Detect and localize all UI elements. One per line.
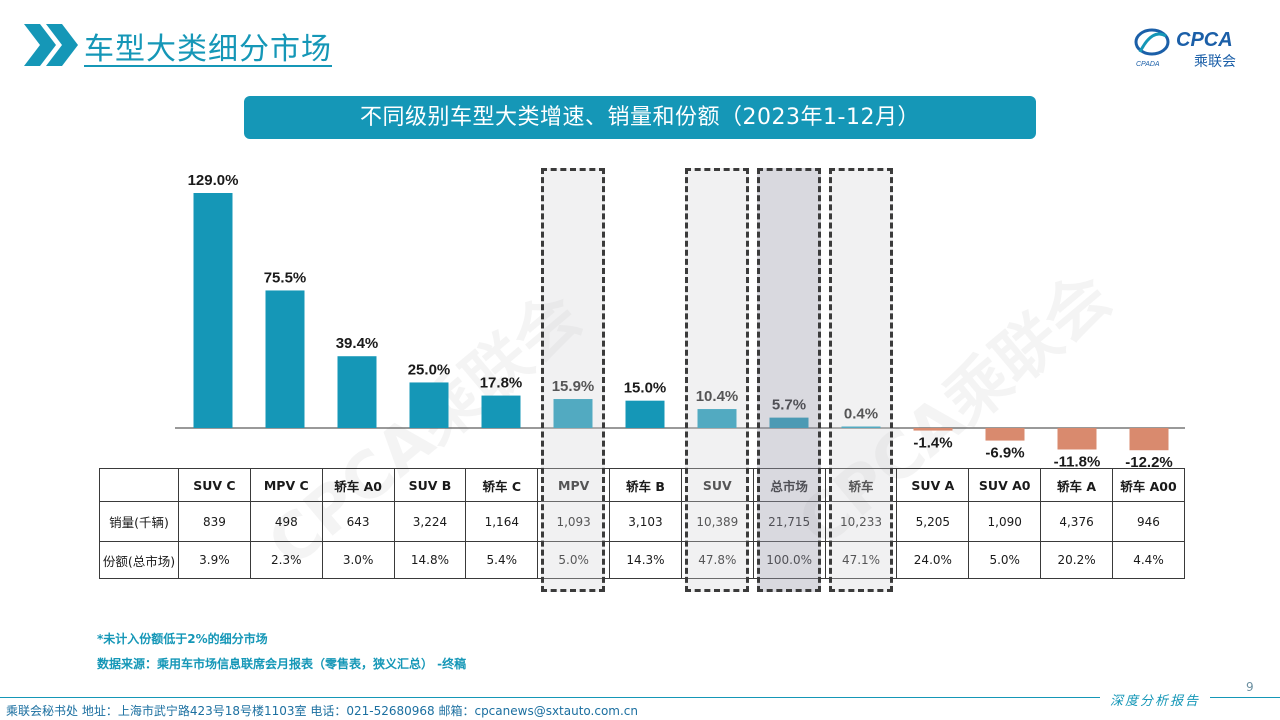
bar-value-label: 15.9% xyxy=(552,378,595,395)
bar-value-label: -6.9% xyxy=(985,445,1024,462)
cpca-logo-icon: CPCA 乘联会 CPADA xyxy=(1134,28,1236,70)
cpca-logo: CPCA 乘联会 CPADA xyxy=(1132,22,1256,72)
table-header-row: SUV C MPV C 轿车 A0 SUV B 轿车 C MPV 轿车 B SUV 总市场 轿车 S… xyxy=(99,468,1186,502)
bar xyxy=(265,290,305,428)
chart-banner-title: 不同级别车型大类增速、销量和份额（2023年1-12月） xyxy=(244,96,1036,139)
bar xyxy=(697,409,737,428)
table-cell-sales: 3,103 xyxy=(609,501,682,542)
table-cell-sales: 10,389 xyxy=(680,501,754,542)
table-header-cell: 轿车 B xyxy=(609,468,682,502)
table-header-cell: SUV B xyxy=(393,468,467,502)
table-cell-sales: 10,233 xyxy=(824,501,898,542)
row-label-sales: 销量(千辆) xyxy=(99,501,179,542)
logo-sub-text: 乘联会 xyxy=(1194,54,1236,70)
table-cell-share: 20.2% xyxy=(1040,541,1113,579)
bar-value-label: -1.4% xyxy=(913,435,952,452)
row-label-share: 份额(总市场) xyxy=(99,541,179,579)
bar xyxy=(1057,428,1097,450)
bar xyxy=(769,417,809,428)
highlight-box xyxy=(541,168,605,592)
table-cell-share: 3.0% xyxy=(321,541,395,579)
highlight-box xyxy=(757,168,821,592)
report-tag: 深度分析报告 xyxy=(1110,694,1201,709)
footnote-share: *未计入份额低于2%的细分市场 xyxy=(97,632,268,646)
table-cell-share: 2.3% xyxy=(249,541,323,579)
table-cell-share: 14.8% xyxy=(393,541,467,579)
bar-value-label: -11.8% xyxy=(1054,453,1101,470)
bar-value-label: 25.0% xyxy=(408,361,451,378)
bar xyxy=(913,428,953,431)
table-cell-sales: 3,224 xyxy=(393,501,467,542)
table-header-cell: SUV C xyxy=(178,468,251,502)
table-row-sales: 销量(千辆) 839 498 643 3,224 1,164 1,093 3,103 10,3… xyxy=(99,501,1186,542)
bar xyxy=(841,426,881,428)
table-cell-share: 14.3% xyxy=(609,541,682,579)
highlight-box xyxy=(829,168,893,592)
table-header-cell: 轿车 xyxy=(824,468,898,502)
footer-contact: 乘联会秘书处 地址：上海市武宁路423号18号楼1103室 电话：021-526… xyxy=(6,704,639,718)
growth-bar-chart: 129.0% 75.5% 39.4% 25.0% 17.8% 15.9% 15.0% 10.4… xyxy=(175,172,1185,470)
table-cell-share: 3.9% xyxy=(178,541,251,579)
table-row-share: 份额(总市场) 3.9% 2.3% 3.0% 14.8% 5.4% 5.0% 14.3% 47… xyxy=(99,541,1186,579)
table-header-cell: 轿车 A0 xyxy=(321,468,395,502)
highlight-box xyxy=(685,168,749,592)
table-header-cell: SUV xyxy=(680,468,754,502)
bar-value-label: 17.8% xyxy=(480,375,523,392)
table-cell-sales: 4,376 xyxy=(1040,501,1113,542)
table-cell-sales: 5,205 xyxy=(896,501,970,542)
table-cell-share: 4.4% xyxy=(1111,541,1186,579)
bar xyxy=(625,400,665,428)
page-number: 9 xyxy=(1246,680,1254,694)
table-cell-sales: 1,090 xyxy=(968,501,1042,542)
bar xyxy=(1129,428,1169,451)
chevron-double-icon xyxy=(24,24,78,66)
table-cell-share: 100.0% xyxy=(752,541,826,579)
footer-divider xyxy=(0,697,1100,698)
bar-value-label: 75.5% xyxy=(264,269,307,286)
table-header-cell: SUV A xyxy=(896,468,970,502)
bar-value-label: 10.4% xyxy=(696,388,739,405)
table-cell-share: 5.0% xyxy=(968,541,1042,579)
table-cell-sales: 498 xyxy=(249,501,323,542)
table-cell-sales: 839 xyxy=(178,501,251,542)
table-cell-sales: 21,715 xyxy=(752,501,826,542)
bar xyxy=(985,428,1025,441)
bar xyxy=(193,193,233,428)
table-header-cell: SUV A0 xyxy=(968,468,1042,502)
footer-divider-right xyxy=(1210,697,1280,698)
table-header-cell: 轿车 A00 xyxy=(1111,468,1186,502)
table-cell-sales: 643 xyxy=(321,501,395,542)
table-cell-share: 47.8% xyxy=(680,541,754,579)
logo-text: CPCA xyxy=(1176,29,1233,51)
bar-value-label: 0.4% xyxy=(844,406,878,423)
data-table: SUV C MPV C 轿车 A0 SUV B 轿车 C MPV 轿车 B SUV 总市场 轿车 S… xyxy=(99,468,1186,579)
bar-value-label: 15.0% xyxy=(624,380,667,397)
logo-mark-text: CPADA xyxy=(1136,61,1160,68)
table-header-cell: MPV C xyxy=(249,468,323,502)
bar-value-label: 5.7% xyxy=(772,397,806,414)
bar-value-label: -12.2% xyxy=(1125,454,1173,470)
table-header-cell: 总市场 xyxy=(752,468,826,502)
table-cell-share: 5.0% xyxy=(537,541,611,579)
table-cell-sales: 1,164 xyxy=(465,501,539,542)
footnote-source: 数据来源：乘用车市场信息联席会月报表（零售表，狭义汇总） -终稿 xyxy=(97,657,467,671)
bar-value-label: 39.4% xyxy=(336,335,379,352)
bar xyxy=(481,395,521,428)
table-header-cell: 轿车 C xyxy=(465,468,539,502)
page-title: 车型大类细分市场 xyxy=(84,32,332,67)
bar-value-label: 129.0% xyxy=(188,172,239,189)
bar xyxy=(553,399,593,428)
table-cell-sales: 946 xyxy=(1111,501,1186,542)
table-cell-share: 24.0% xyxy=(896,541,970,579)
bar xyxy=(409,382,449,428)
bar xyxy=(337,356,377,428)
table-cell-share: 5.4% xyxy=(465,541,539,579)
table-header-cell: 轿车 A xyxy=(1040,468,1113,502)
table-corner-cell xyxy=(99,468,179,502)
